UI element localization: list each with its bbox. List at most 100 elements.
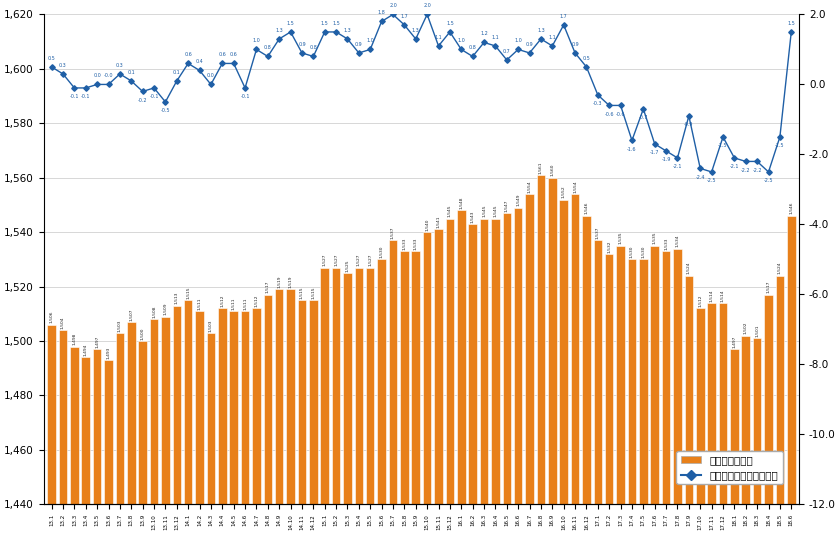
Text: 1.5: 1.5 — [446, 21, 454, 26]
Text: 1,509: 1,509 — [164, 303, 167, 315]
Text: 0.1: 0.1 — [128, 69, 135, 75]
Text: -0.1: -0.1 — [81, 94, 91, 99]
Text: 1,537: 1,537 — [596, 226, 600, 239]
Bar — [354, 268, 363, 534]
Bar — [571, 194, 580, 534]
Bar — [662, 251, 670, 534]
Text: 0.5: 0.5 — [48, 56, 55, 61]
Text: 1,513: 1,513 — [175, 292, 179, 304]
Text: 1,545: 1,545 — [448, 205, 452, 217]
Text: 1,533: 1,533 — [414, 238, 417, 250]
Bar — [377, 260, 386, 534]
Bar — [264, 295, 272, 534]
Text: 0.9: 0.9 — [526, 42, 533, 46]
Bar — [491, 218, 500, 534]
Bar — [241, 311, 249, 534]
Text: -0.6: -0.6 — [605, 112, 614, 117]
Text: 1,546: 1,546 — [585, 202, 589, 215]
Bar — [400, 251, 408, 534]
Text: -2.4: -2.4 — [696, 175, 705, 180]
Text: 1,519: 1,519 — [289, 276, 292, 288]
Text: 1,530: 1,530 — [380, 246, 384, 258]
Bar — [605, 254, 613, 534]
Text: -2.5: -2.5 — [707, 178, 717, 183]
Text: 1.5: 1.5 — [286, 21, 295, 26]
Text: 1.5: 1.5 — [332, 21, 340, 26]
Text: -1.9: -1.9 — [661, 157, 671, 162]
Text: 1,514: 1,514 — [721, 289, 725, 302]
Text: 1.0: 1.0 — [253, 38, 260, 43]
Bar — [480, 218, 488, 534]
Bar — [116, 333, 124, 534]
Bar — [229, 311, 238, 534]
Text: 1,512: 1,512 — [698, 295, 702, 307]
Bar — [218, 309, 227, 534]
Legend: 平均時給（円）, 前年同月比増減率（％）: 平均時給（円）, 前年同月比増減率（％） — [676, 451, 783, 484]
Text: -1.6: -1.6 — [627, 147, 637, 152]
Bar — [320, 268, 329, 534]
Text: 1.0: 1.0 — [514, 38, 522, 43]
Bar — [252, 309, 260, 534]
Text: -0.3: -0.3 — [593, 101, 602, 106]
Text: 1,494: 1,494 — [84, 344, 87, 356]
Text: 1,514: 1,514 — [710, 289, 714, 302]
Text: 0.3: 0.3 — [59, 62, 67, 68]
Text: 1,503: 1,503 — [209, 319, 213, 332]
Text: 1,530: 1,530 — [641, 246, 645, 258]
Text: 1,517: 1,517 — [265, 281, 270, 293]
Text: 1,547: 1,547 — [505, 199, 509, 212]
Text: 1,527: 1,527 — [368, 254, 372, 266]
Text: 0.7: 0.7 — [503, 49, 511, 53]
Text: 1,546: 1,546 — [790, 202, 793, 215]
Bar — [412, 251, 420, 534]
Text: 0.0: 0.0 — [207, 73, 215, 78]
Text: 0.9: 0.9 — [571, 42, 579, 46]
Bar — [742, 335, 750, 534]
Text: 0.8: 0.8 — [309, 45, 318, 50]
Text: 0.5: 0.5 — [583, 56, 591, 61]
Text: 1.1: 1.1 — [491, 35, 499, 40]
Text: 1,548: 1,548 — [459, 197, 464, 209]
Bar — [332, 268, 340, 534]
Bar — [172, 305, 181, 534]
Text: 2.0: 2.0 — [423, 3, 431, 8]
Bar — [685, 276, 693, 534]
Text: -1.5: -1.5 — [718, 143, 727, 148]
Text: 1,554: 1,554 — [528, 180, 532, 193]
Text: 1,515: 1,515 — [300, 286, 304, 299]
Text: -0.6: -0.6 — [616, 112, 625, 117]
Bar — [309, 300, 318, 534]
Text: 1,508: 1,508 — [152, 305, 156, 318]
Text: -2.2: -2.2 — [741, 168, 750, 172]
Text: 1,497: 1,497 — [732, 335, 737, 348]
Bar — [207, 333, 215, 534]
Bar — [696, 309, 705, 534]
Text: -0.1: -0.1 — [240, 94, 249, 99]
Bar — [650, 246, 659, 534]
Text: 1,549: 1,549 — [516, 194, 520, 206]
Text: 0.0: 0.0 — [93, 73, 101, 78]
Text: 1,545: 1,545 — [482, 205, 486, 217]
Text: 1.1: 1.1 — [434, 35, 443, 40]
Text: 1,530: 1,530 — [630, 246, 634, 258]
Text: 1,545: 1,545 — [493, 205, 497, 217]
Text: 0.3: 0.3 — [116, 62, 123, 68]
Text: 1,519: 1,519 — [277, 276, 281, 288]
Bar — [707, 303, 716, 534]
Bar — [161, 317, 170, 534]
Text: 1,533: 1,533 — [664, 238, 668, 250]
Text: 2.0: 2.0 — [389, 3, 396, 8]
Bar — [764, 295, 773, 534]
Text: 1,532: 1,532 — [607, 240, 612, 253]
Text: -2.5: -2.5 — [764, 178, 774, 183]
Text: -0.9: -0.9 — [684, 122, 694, 127]
Text: 0.1: 0.1 — [173, 69, 181, 75]
Bar — [297, 300, 307, 534]
Text: 1,561: 1,561 — [539, 161, 543, 174]
Text: -2.1: -2.1 — [673, 164, 682, 169]
Bar — [366, 268, 375, 534]
Text: 1,504: 1,504 — [61, 316, 65, 329]
Text: -2.1: -2.1 — [730, 164, 739, 169]
Bar — [47, 325, 56, 534]
Text: -1.5: -1.5 — [775, 143, 785, 148]
